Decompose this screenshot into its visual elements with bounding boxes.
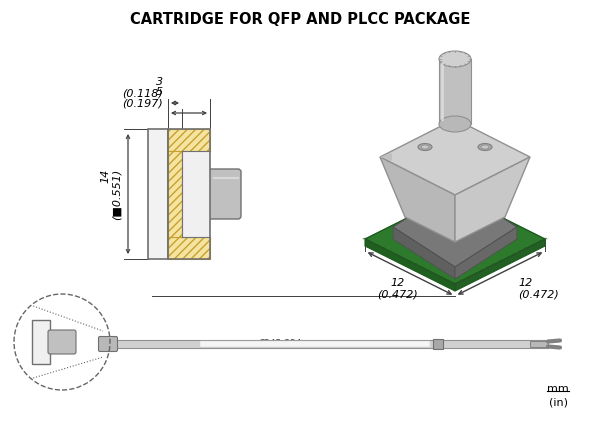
- Bar: [530, 341, 548, 347]
- Ellipse shape: [481, 145, 489, 149]
- Bar: [168, 237, 210, 259]
- Text: xxxxxx: xxxxxx: [359, 339, 391, 349]
- Polygon shape: [380, 119, 530, 195]
- Bar: [108, 340, 548, 348]
- Text: CARTRIDGE FOR QFP AND PLCC PACKAGE: CARTRIDGE FOR QFP AND PLCC PACKAGE: [130, 12, 470, 27]
- Ellipse shape: [439, 51, 471, 67]
- Bar: [439, 59, 471, 124]
- Polygon shape: [380, 153, 392, 161]
- Polygon shape: [455, 157, 530, 242]
- Ellipse shape: [418, 144, 432, 151]
- Bar: [168, 129, 210, 259]
- Text: mm
(in): mm (in): [547, 385, 569, 408]
- Bar: [168, 129, 210, 151]
- FancyBboxPatch shape: [98, 336, 118, 352]
- Polygon shape: [365, 239, 455, 291]
- Text: 3
(0.118): 3 (0.118): [122, 77, 163, 99]
- Text: 5
(0.197): 5 (0.197): [122, 87, 163, 109]
- FancyBboxPatch shape: [207, 169, 241, 219]
- Text: 14
(■0.551): 14 (■0.551): [100, 168, 122, 220]
- Polygon shape: [380, 157, 455, 242]
- Polygon shape: [365, 194, 545, 284]
- Text: C245-224: C245-224: [259, 339, 302, 349]
- Bar: [433, 339, 443, 349]
- Polygon shape: [455, 227, 517, 279]
- Bar: [182, 151, 210, 237]
- FancyBboxPatch shape: [48, 330, 76, 354]
- Ellipse shape: [421, 145, 429, 149]
- Ellipse shape: [478, 144, 492, 151]
- Text: 12
(0.472): 12 (0.472): [377, 277, 418, 299]
- Text: 12
(0.472): 12 (0.472): [518, 277, 559, 299]
- Bar: [148, 129, 168, 259]
- Ellipse shape: [439, 116, 471, 132]
- Polygon shape: [393, 187, 517, 267]
- Bar: [200, 341, 430, 347]
- Polygon shape: [393, 227, 455, 279]
- Bar: [32, 320, 50, 364]
- Bar: [168, 151, 182, 237]
- Polygon shape: [455, 239, 545, 291]
